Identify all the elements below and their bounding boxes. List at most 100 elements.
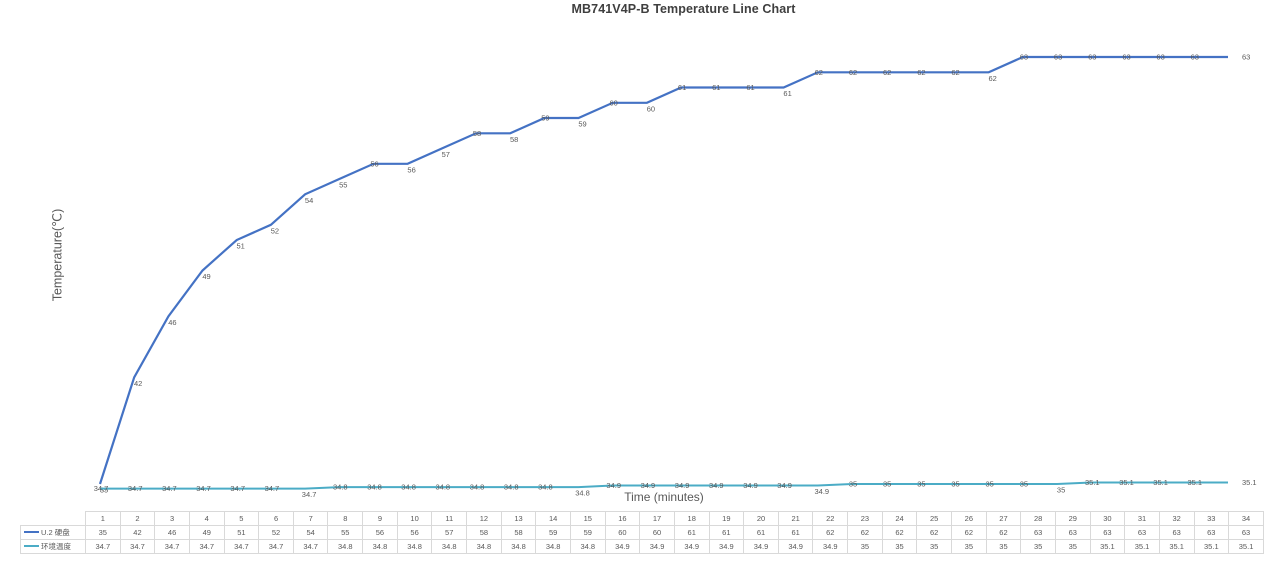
value-cell: 61 — [708, 525, 745, 540]
table-corner-cell — [20, 511, 86, 526]
legend-line-icon — [24, 545, 39, 548]
plot-area: 35 42 46 49 51 52 54 55 56 56 57 58 58 59 59 60 60 61 61 61… — [94, 53, 1257, 500]
data-label: 56 — [407, 165, 415, 174]
value-cell: 62 — [985, 525, 1022, 540]
data-label: 63 — [1054, 53, 1062, 62]
data-label: 34.8 — [401, 483, 416, 492]
data-label: 34.9 — [641, 481, 656, 490]
x-header-cell: 17 — [639, 511, 675, 526]
value-cell: 35 — [1054, 539, 1091, 554]
value-cell: 35 — [916, 539, 953, 554]
x-header-cell: 24 — [881, 511, 918, 526]
x-header-cell: 13 — [500, 511, 537, 526]
data-label: 59 — [578, 120, 586, 129]
x-header-cell: 11 — [431, 511, 468, 526]
value-cell: 34.8 — [396, 539, 433, 554]
value-cell: 35 — [1020, 539, 1056, 554]
data-label: 61 — [678, 83, 686, 92]
x-header-cell: 14 — [535, 511, 571, 526]
table-row: 环境温度 34.7 34.7 34.7 34.7 34.7 34.7 34.7 34.8 34.8… — [20, 539, 1264, 554]
data-label: 63 — [1122, 53, 1130, 62]
value-cell: 51 — [223, 525, 260, 540]
series-name: 环境温度 — [41, 542, 71, 551]
x-header-cell: 31 — [1124, 511, 1160, 526]
series-name: U.2 硬盘 — [41, 528, 70, 537]
data-label: 34.8 — [333, 483, 348, 492]
data-label: 34.8 — [538, 483, 553, 492]
data-label: 34.7 — [94, 484, 109, 493]
value-cell: 60 — [604, 525, 641, 540]
value-cell: 63 — [1158, 525, 1195, 540]
value-cell: 34.7 — [154, 539, 190, 554]
value-cell: 61 — [673, 525, 710, 540]
x-header-cell: 19 — [708, 511, 745, 526]
data-label: 34.8 — [575, 489, 590, 498]
data-label: 57 — [442, 150, 450, 159]
value-cell: 34.7 — [292, 539, 329, 554]
data-label: 63 — [1020, 53, 1028, 62]
value-cell: 35.1 — [1158, 539, 1195, 554]
chart-title: MB741V4P-B Temperature Line Chart — [571, 2, 796, 16]
data-label: 35.1 — [1085, 478, 1100, 487]
data-label: 52 — [271, 226, 279, 235]
x-header-cell: 32 — [1158, 511, 1195, 526]
data-label: 34.7 — [162, 484, 177, 493]
value-cell: 62 — [812, 525, 849, 540]
x-header-cell: 15 — [569, 511, 606, 526]
value-cell: 54 — [292, 525, 329, 540]
value-cell: 49 — [188, 525, 225, 540]
data-label: 59 — [541, 114, 549, 123]
data-label: 62 — [883, 68, 891, 77]
data-label: 61 — [783, 89, 791, 98]
value-cell: 56 — [396, 525, 433, 540]
value-cell: 34.9 — [812, 539, 849, 554]
data-label: 63 — [1242, 53, 1250, 62]
value-cell: 55 — [327, 525, 364, 540]
value-cell: 34.7 — [188, 539, 225, 554]
data-label: 34.8 — [367, 483, 382, 492]
x-header-cell: 30 — [1089, 511, 1126, 526]
x-header-cell: 18 — [673, 511, 710, 526]
data-label: 62 — [815, 68, 823, 77]
data-label: 35 — [883, 480, 891, 489]
data-label: 63 — [1156, 53, 1164, 62]
data-label: 60 — [610, 98, 618, 107]
value-cell: 59 — [569, 525, 606, 540]
x-header-cell: 29 — [1054, 511, 1091, 526]
value-cell: 34.8 — [500, 539, 537, 554]
data-label: 62 — [951, 68, 959, 77]
x-header-cell: 1 — [85, 511, 121, 526]
data-label: 35.1 — [1119, 478, 1134, 487]
data-label: 34.8 — [470, 483, 485, 492]
value-cell: 34.9 — [743, 539, 779, 554]
value-cell: 35.1 — [1228, 539, 1264, 554]
data-label: 35 — [100, 486, 108, 495]
data-label: 46 — [168, 318, 176, 327]
data-label: 62 — [989, 74, 997, 83]
value-cell: 57 — [431, 525, 468, 540]
value-cell: 34.9 — [708, 539, 745, 554]
value-cell: 35 — [847, 539, 883, 554]
value-cell: 63 — [1020, 525, 1056, 540]
data-label: 34.8 — [435, 483, 450, 492]
x-header-cell: 27 — [985, 511, 1022, 526]
data-label: 62 — [849, 68, 857, 77]
value-cell: 34.9 — [777, 539, 814, 554]
table-header-row: 1 2 3 4 5 6 7 8 9 10 11 12 13 14 15 16 17 18 19 20 21 22 23 24 2… — [20, 511, 1264, 526]
data-label: 35.1 — [1242, 478, 1257, 487]
x-header-cell: 6 — [258, 511, 294, 526]
data-label: 61 — [746, 83, 754, 92]
x-header-cell: 2 — [119, 511, 156, 526]
value-cell: 61 — [743, 525, 779, 540]
value-cell: 34.7 — [223, 539, 260, 554]
value-cell: 59 — [535, 525, 571, 540]
value-cell: 35 — [985, 539, 1022, 554]
value-cell: 34.8 — [362, 539, 398, 554]
data-label: 34.8 — [504, 483, 519, 492]
data-label: 60 — [647, 104, 655, 113]
data-label: 42 — [134, 379, 142, 388]
data-label: 63 — [1088, 53, 1096, 62]
data-label: 34.7 — [128, 484, 143, 493]
data-label: 54 — [305, 196, 313, 205]
